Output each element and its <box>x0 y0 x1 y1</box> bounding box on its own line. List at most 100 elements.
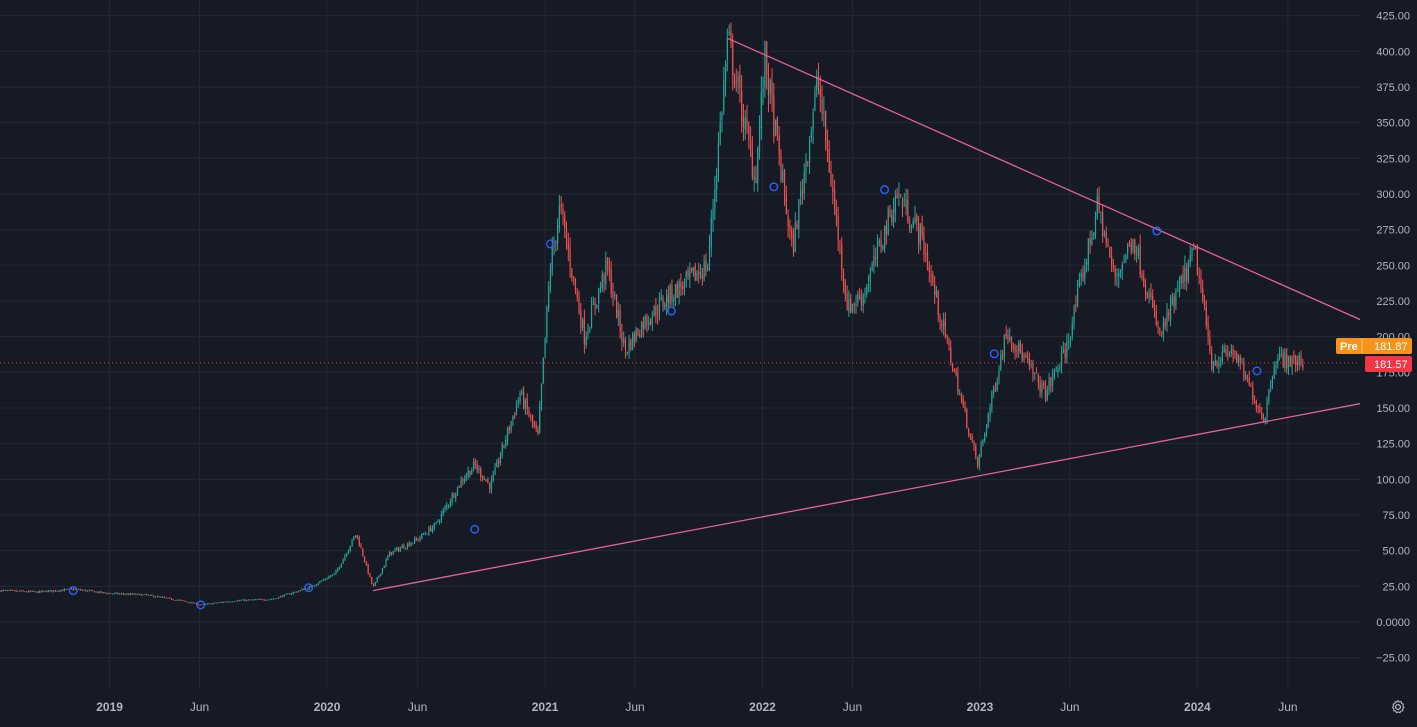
candle-down <box>909 225 911 228</box>
trendlines[interactable] <box>372 37 1361 592</box>
candle-down <box>1143 276 1145 286</box>
event-marker[interactable] <box>470 524 480 534</box>
candle-down <box>859 295 861 299</box>
candle-down <box>962 399 964 405</box>
candle-down <box>122 593 124 595</box>
last-price-badge: 181.57 <box>1365 356 1412 372</box>
candle-down <box>1064 349 1066 359</box>
event-markers[interactable] <box>68 182 1262 610</box>
event-marker[interactable] <box>304 583 314 593</box>
candle-up <box>721 113 723 121</box>
candle-up <box>1041 384 1043 393</box>
candle-up <box>1137 247 1139 255</box>
event-marker[interactable] <box>1252 366 1262 376</box>
x-tick-label: 2021 <box>532 700 559 714</box>
candle-up <box>1270 385 1272 389</box>
candle-down <box>630 340 632 350</box>
candle-down <box>131 593 133 595</box>
candle-down <box>842 272 845 284</box>
candle-up <box>935 291 938 296</box>
candle-up <box>213 602 216 604</box>
candle-down <box>755 177 757 184</box>
candle-up <box>351 539 353 546</box>
event-marker[interactable] <box>666 306 676 316</box>
candle-up <box>1284 352 1286 369</box>
candle-down <box>70 588 73 590</box>
candle-up <box>447 504 450 506</box>
candle-up <box>229 601 232 603</box>
candle-up <box>1189 255 1191 263</box>
candle-up <box>492 473 494 481</box>
candle-up <box>598 288 600 304</box>
candle-up <box>1266 399 1268 418</box>
candle-up <box>1053 370 1056 373</box>
candle-down <box>1259 406 1261 412</box>
candle-down <box>1255 401 1257 408</box>
candle-down <box>1196 245 1198 276</box>
event-marker[interactable] <box>769 182 779 192</box>
candle-down <box>907 199 909 223</box>
candle-down <box>1202 288 1204 301</box>
candle-down <box>1302 364 1304 369</box>
candle-down <box>880 240 882 248</box>
candle-down <box>1159 328 1161 332</box>
candle-down <box>408 543 410 546</box>
candle-up <box>903 205 905 207</box>
candle-up <box>129 593 132 595</box>
candle-up <box>49 590 51 592</box>
candle-up <box>490 479 493 490</box>
candle-down <box>701 274 703 279</box>
event-marker[interactable] <box>880 185 890 195</box>
candle-down <box>567 243 569 250</box>
event-marker[interactable] <box>1152 226 1162 236</box>
candle-down <box>960 393 963 400</box>
candle-up <box>176 599 178 601</box>
candle-up <box>596 304 598 307</box>
candle-up <box>1194 246 1197 250</box>
candle-down <box>969 434 972 437</box>
candle-down <box>188 602 191 604</box>
candle-up <box>338 567 341 569</box>
candle-down <box>183 600 185 602</box>
candle-up <box>614 294 616 296</box>
candle-down <box>789 224 791 230</box>
time-axis[interactable]: 2019 Jun 2020 Jun 2021 Jun 2022 Jun 2023 Jun 2024 J… <box>96 700 1297 714</box>
candle-up <box>194 602 196 604</box>
candle-down <box>739 74 741 88</box>
candle-up <box>465 475 468 478</box>
event-marker[interactable] <box>989 349 999 359</box>
candle-down <box>889 210 891 216</box>
candle-up <box>138 594 140 595</box>
candle-up <box>1046 389 1048 401</box>
trendline-upper[interactable] <box>727 37 1361 321</box>
candle-down <box>624 339 627 351</box>
candle-down <box>481 476 484 479</box>
candle-up <box>4 590 6 591</box>
event-marker[interactable] <box>545 239 555 249</box>
chart-settings-button[interactable] <box>1386 695 1410 719</box>
event-marker[interactable] <box>68 586 78 596</box>
candle-up <box>1069 338 1072 340</box>
candle-down <box>1186 268 1188 282</box>
candle-up <box>147 595 149 596</box>
candle-up <box>617 310 619 318</box>
candle-up <box>496 461 498 468</box>
y-tick-label: 250.00 <box>1376 260 1410 272</box>
candle-down <box>469 470 471 476</box>
candle-down <box>773 95 775 137</box>
y-tick-label: 125.00 <box>1376 439 1410 451</box>
candle-down <box>975 446 977 457</box>
candle-down <box>533 422 535 426</box>
candle-down <box>637 328 639 336</box>
candle-down <box>1261 412 1263 418</box>
price-axis[interactable]: 425.00 400.00 375.00 350.00 325.00 300.00 275.… <box>1376 11 1410 665</box>
event-marker[interactable] <box>196 600 206 610</box>
candle-up <box>1118 273 1120 278</box>
trendline-lower[interactable] <box>372 403 1361 592</box>
candle-down <box>633 334 636 341</box>
candle-down <box>1005 333 1007 337</box>
candle-down <box>1016 350 1018 352</box>
candle-down <box>937 291 939 316</box>
candle-up <box>1060 352 1063 368</box>
